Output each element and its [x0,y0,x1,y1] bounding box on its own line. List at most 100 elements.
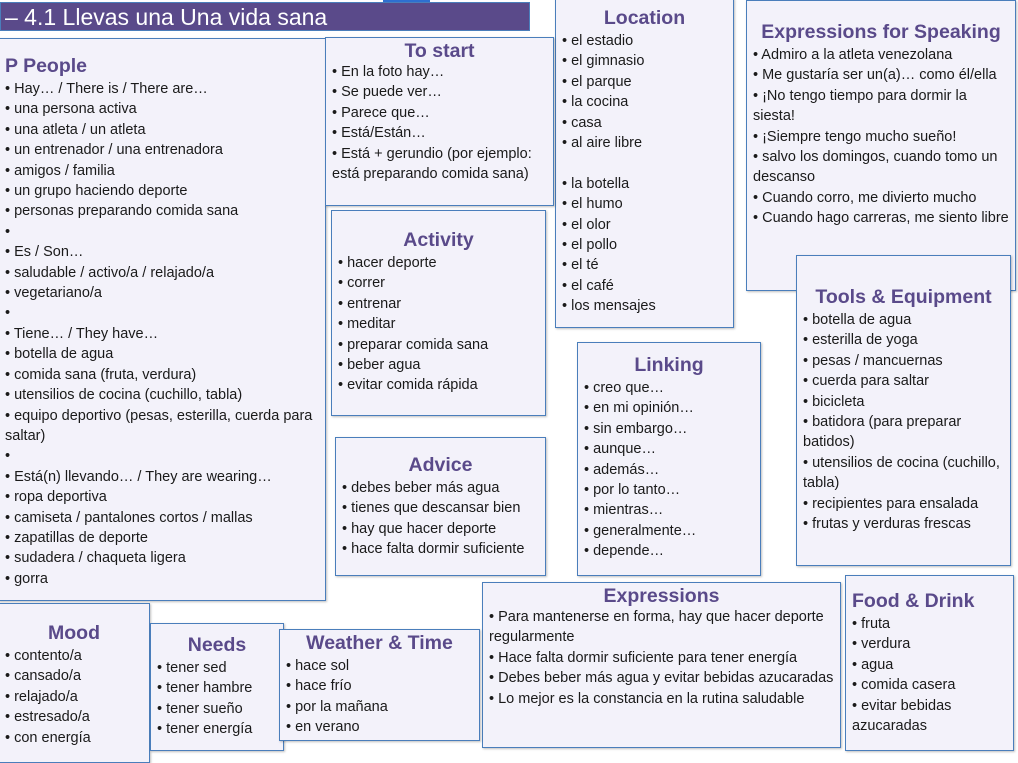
list-item: • Tiene… / They have… [5,325,159,342]
list-item: • sin embargo… [584,420,688,437]
food-title: Food & Drink [852,590,975,612]
tools-list: • botella de agua • esterilla de yoga • pe… [803,310,1004,534]
list-item: • casa [562,114,602,131]
list-item: • comida casera [852,677,956,694]
list-item: • evitar bebidas azucaradas [852,697,952,735]
list-item: • por la mañana [286,698,388,715]
list-item: • preparar comida sana [338,336,489,353]
to-start-list: • En la foto hay… • Se puede ver… • Parece… [332,62,547,184]
page-title: – 4.1 Llevas una Una vida sana [0,2,530,31]
box-weather-time: Weather & Time • hace sol • hace frío • por… [279,629,480,741]
list-item: • generalmente… [584,522,697,539]
list-item: • tener sueño [157,700,243,717]
list-item: • Me gustaría ser un(a)… como él/ella [753,67,997,84]
list-item: • cansado/a [5,668,82,685]
list-item: • la cocina [562,94,629,111]
list-item: • ¡Siempre tengo mucho sueño! [753,128,957,145]
advice-title: Advice [408,454,473,476]
list-item: • ropa deportiva [5,489,107,506]
weather-list: • hace sol • hace frío • por la mañana • en… [286,656,473,738]
list-item: • debes beber más agua [342,480,500,496]
list-item: • depende… [584,543,665,560]
list-item: • tienes que descansar bien [342,500,521,517]
list-item: • hace sol [286,658,350,674]
list-item: • en mi opinión… [584,400,694,417]
box-mood: Mood • contento/a • cansado/a • relajado/a •… [0,603,150,763]
list-item: • verdura [852,636,911,653]
linking-list: • creo que… • en mi opinión… • sin embargo… [584,378,754,562]
list-item: • al aire libre [562,135,643,152]
list-item: • Está(n) llevando… / They are wearing… [5,468,272,485]
list-item: • una persona activa [5,101,137,118]
box-speaking: Expressions for Speaking • Admiro a la at… [746,0,1016,291]
list-item: • correr [338,275,385,292]
list-item: • beber agua [338,357,421,374]
list-item: • [5,305,11,322]
list-item: • contento/a [5,648,82,664]
list-item: • bicicleta [803,393,865,410]
list-item: • utensilios de cocina (cuchillo, tabla) [5,387,243,404]
list-item: • tener energía [157,721,253,738]
list-item: • con energía [5,729,91,746]
list-item: • el pollo [562,237,618,254]
list-item: • los mensajes [562,298,656,315]
needs-list: • tener sed • tener hambre • tener sueño • … [157,658,277,740]
list-item: • el café [562,277,614,294]
list-item: • camiseta / pantalones cortos / mallas [5,509,253,526]
list-item: • Está + gerundio (por ejemplo: está pre… [332,145,532,183]
list-item: • meditar [338,316,396,333]
list-item: • equipo deportivo (pesas, esterilla, cu… [5,407,313,444]
speaking-title: Expressions for Speaking [761,21,1001,43]
list-item: • aunque… [584,441,656,458]
people-list: • Hay… / There is / There are… • una pers… [5,79,319,589]
list-item: • Se puede ver… [332,84,442,101]
list-item: • hace falta dormir suficiente [342,541,525,558]
list-item: • además… [584,461,660,478]
to-start-title: To start [404,40,475,62]
list-item: • tener sed [157,660,227,676]
list-item [562,153,727,173]
list-item: • fruta [852,616,891,632]
mood-title: Mood [48,622,100,644]
list-item: • sudadera / chaqueta ligera [5,550,186,567]
food-list: • fruta • verdura • agua • comida casera • e… [852,614,1007,736]
list-item: • un entrenador / una entrenadora [5,142,223,159]
speaking-list: • Admiro a la atleta venezolana • Me gust… [753,45,1009,229]
list-item: • Debes beber más agua y evitar bebidas … [489,670,834,687]
list-item: • estresado/a [5,709,90,726]
box-tools: Tools & Equipment • botella de agua • este… [796,255,1011,566]
advice-list: • debes beber más agua • tienes que desca… [342,478,539,560]
list-item: • Está/Están… [332,125,426,142]
box-activity: Activity • hacer deporte • correr • entrena… [331,210,546,416]
list-item: • botella de agua [803,312,912,328]
list-item: • Parece que… [332,104,430,121]
list-item: • Para mantenerse en forma, hay que hace… [489,609,824,646]
weather-title: Weather & Time [306,632,453,654]
list-item: • Cuando hago carreras, me siento libre [753,210,1009,227]
box-linking: Linking • creo que… • en mi opinión… • sin … [577,342,761,576]
list-item: • relajado/a [5,688,78,705]
people-title: P People [5,55,88,77]
mood-list: • contento/a • cansado/a • relajado/a • est… [5,646,143,748]
list-item: • Hace falta dormir suficiente para tene… [489,649,798,666]
list-item: • Lo mejor es la constancia en la rutina… [489,690,805,707]
top-tab-marker [383,0,430,2]
list-item: • cuerda para saltar [803,373,929,390]
list-item: • ¡No tengo tiempo para dormir la siesta… [753,87,967,125]
list-item: • el gimnasio [562,53,645,70]
list-item: • entrenar [338,295,402,312]
list-item: • pesas / mancuernas [803,352,943,369]
list-item: • agua [852,656,894,673]
box-advice: Advice • debes beber más agua • tienes que… [335,437,546,576]
list-item: • utensilios de cocina (cuchillo, tabla) [803,454,1000,492]
list-item: • creo que… [584,380,665,396]
list-item: • comida sana (fruta, verdura) [5,366,197,383]
location-list: • el estadio • el gimnasio • el parque • la… [562,31,727,317]
list-item: • el humo [562,196,623,213]
list-item: • mientras… [584,502,664,519]
list-item: • el parque [562,73,632,90]
location-title: Location [603,7,686,29]
list-item: • batidora (para preparar batidos) [803,414,962,451]
list-item: • tener hambre [157,680,253,697]
needs-title: Needs [187,634,247,656]
